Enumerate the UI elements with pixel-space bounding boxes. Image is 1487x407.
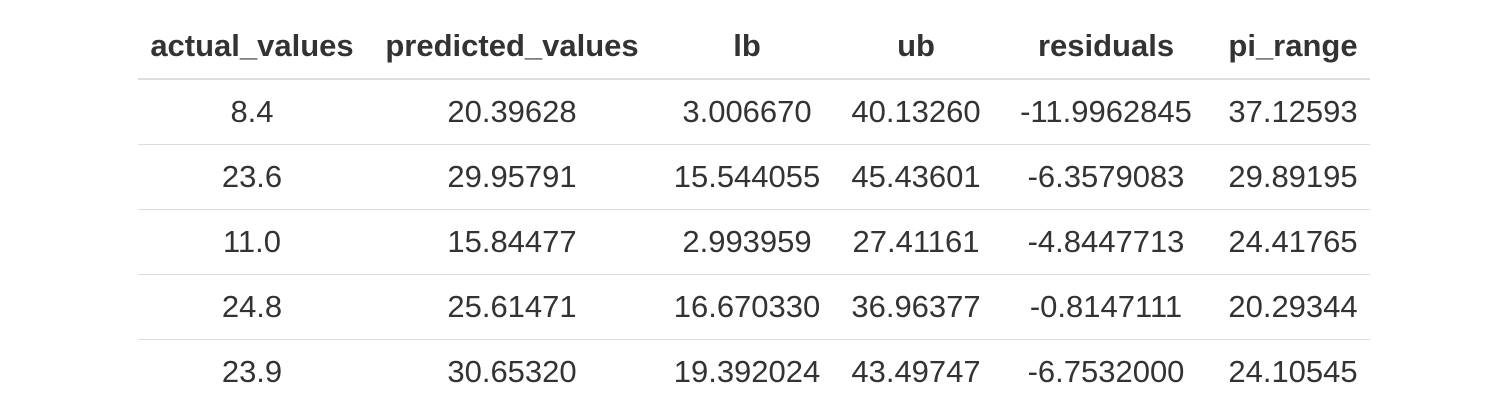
table-cell: -6.3579083 — [996, 144, 1216, 210]
column-header-lb: lb — [658, 14, 836, 80]
table-header: actual_values predicted_values lb ub res… — [138, 14, 1370, 80]
table-cell: 43.49747 — [836, 339, 996, 404]
table-body: 8.4 20.39628 3.006670 40.13260 -11.99628… — [138, 79, 1370, 404]
table-cell: -0.8147111 — [996, 274, 1216, 340]
table-cell: 24.41765 — [1216, 209, 1370, 275]
header-row: actual_values predicted_values lb ub res… — [138, 14, 1370, 80]
table-cell: 11.0 — [138, 209, 366, 275]
table-cell: 25.61471 — [366, 274, 658, 340]
table-cell: 16.670330 — [658, 274, 836, 340]
table-cell: 30.65320 — [366, 339, 658, 404]
table-row: 8.4 20.39628 3.006670 40.13260 -11.99628… — [138, 79, 1370, 145]
table-row: 23.9 30.65320 19.392024 43.49747 -6.7532… — [138, 339, 1370, 404]
column-header-predicted-values: predicted_values — [366, 14, 658, 80]
table-cell: 36.96377 — [836, 274, 996, 340]
table-row: 23.6 29.95791 15.544055 45.43601 -6.3579… — [138, 144, 1370, 210]
data-table: actual_values predicted_values lb ub res… — [138, 14, 1370, 404]
table-cell: 27.41161 — [836, 209, 996, 275]
table-cell: 23.9 — [138, 339, 366, 404]
data-table-container: actual_values predicted_values lb ub res… — [138, 14, 1370, 404]
table-cell: 45.43601 — [836, 144, 996, 210]
table-cell: 23.6 — [138, 144, 366, 210]
table-cell: 19.392024 — [658, 339, 836, 404]
table-cell: -11.9962845 — [1020, 94, 1192, 129]
table-cell: 37.12593 — [1228, 94, 1358, 129]
table-cell: -6.7532000 — [996, 339, 1216, 404]
table-cell: 24.10545 — [1216, 339, 1370, 404]
column-header-ub: ub — [836, 14, 996, 80]
table-cell: 29.95791 — [366, 144, 658, 210]
table-cell: 8.4 — [230, 94, 274, 129]
table-cell: 15.544055 — [658, 144, 836, 210]
table-cell: 15.84477 — [366, 209, 658, 275]
table-row: 11.0 15.84477 2.993959 27.41161 -4.84477… — [138, 209, 1370, 275]
column-header-actual-values: actual_values — [138, 14, 366, 80]
table-cell: 2.993959 — [658, 209, 836, 275]
table-cell: 24.8 — [138, 274, 366, 340]
table-cell: 20.39628 — [447, 94, 577, 129]
column-header-pi-range: pi_range — [1216, 14, 1370, 80]
table-row: 24.8 25.61471 16.670330 36.96377 -0.8147… — [138, 274, 1370, 340]
table-cell: 40.13260 — [851, 94, 981, 129]
table-cell: 20.29344 — [1216, 274, 1370, 340]
table-cell: -4.8447713 — [996, 209, 1216, 275]
table-cell: 3.006670 — [682, 94, 812, 129]
table-cell: 29.89195 — [1216, 144, 1370, 210]
column-header-residuals: residuals — [996, 14, 1216, 80]
